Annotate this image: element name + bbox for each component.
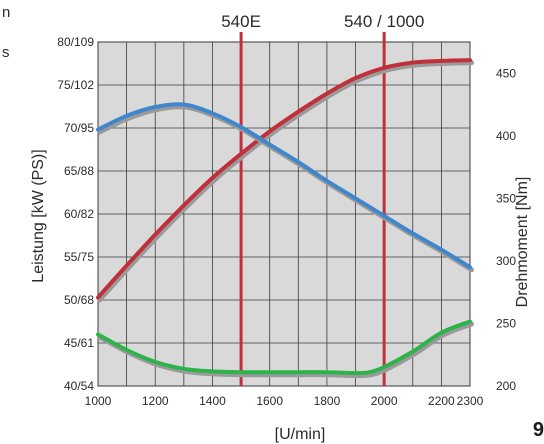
right-tick-label: 400 xyxy=(496,129,516,143)
marker-label-1: 540E xyxy=(221,12,261,31)
left-tick-label: 50/68 xyxy=(64,293,94,307)
series-lines xyxy=(96,58,474,379)
power-line xyxy=(96,58,472,300)
x-tick-label: 2200 xyxy=(428,394,455,408)
torque-line xyxy=(96,102,472,270)
consumption-line xyxy=(96,319,472,376)
x-tick-label: 2300 xyxy=(457,394,484,408)
left-tick-label: 80/109 xyxy=(57,35,94,49)
left-axis-ticks: 40/54 45/61 50/68 55/75 60/82 65/88 70/95 75/10… xyxy=(57,35,94,393)
side-text-fragment-2: s xyxy=(2,44,10,61)
left-tick-label: 75/102 xyxy=(57,78,94,92)
page-number: 9 xyxy=(532,419,544,441)
side-text-fragment-1: n xyxy=(2,4,11,21)
left-tick-label: 65/88 xyxy=(64,164,94,178)
power-line-shadow xyxy=(97,60,474,303)
right-tick-label: 300 xyxy=(496,254,516,268)
x-tick-label: 1800 xyxy=(314,394,341,408)
x-axis-label: [U/min] xyxy=(275,426,326,443)
x-tick-label: 1200 xyxy=(142,394,169,408)
right-tick-label: 350 xyxy=(496,191,516,205)
left-tick-label: 60/82 xyxy=(64,207,94,221)
right-tick-label: 250 xyxy=(496,316,516,330)
x-tick-label: 2000 xyxy=(371,394,398,408)
left-tick-label: 45/61 xyxy=(64,336,94,350)
x-tick-label: 1000 xyxy=(85,394,112,408)
consumption-line-shadow xyxy=(97,321,474,379)
left-axis-label: Leistung [kW (PS)] xyxy=(30,149,47,282)
grid xyxy=(98,41,470,387)
left-tick-label: 40/54 xyxy=(64,379,94,393)
speed-markers: 540E 540 / 1000 xyxy=(221,12,424,386)
x-tick-label: 1600 xyxy=(256,394,283,408)
marker-label-2: 540 / 1000 xyxy=(344,12,424,31)
right-axis-ticks: 200 250 300 350 400 450 xyxy=(496,66,516,393)
right-tick-label: 200 xyxy=(496,379,516,393)
left-tick-label: 55/75 xyxy=(64,250,94,264)
right-axis-label: Drehmoment [Nm] xyxy=(514,177,531,308)
x-axis-ticks: 1000 1200 1400 1600 1800 2000 2200 2300 xyxy=(85,394,484,408)
left-tick-label: 70/95 xyxy=(64,121,94,135)
right-tick-label: 450 xyxy=(496,66,516,80)
x-tick-label: 1400 xyxy=(199,394,226,408)
